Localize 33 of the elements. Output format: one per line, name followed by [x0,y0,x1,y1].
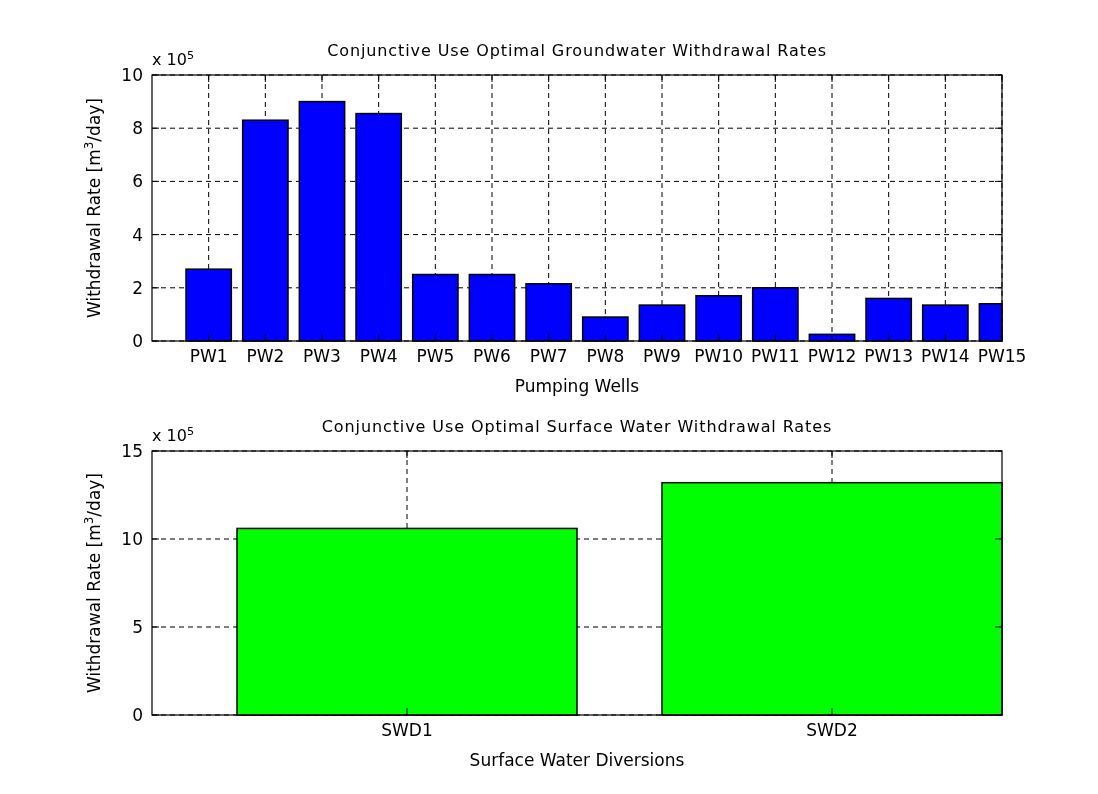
chart-title: Conjunctive Use Optimal Surface Water Withdrawal Rates [321,417,833,436]
x-tick-label: PW1 [189,346,228,366]
x-axis-title: Surface Water Diversions [469,750,685,770]
x-tick-label: SWD2 [806,720,858,740]
x-tick-label: SWD1 [381,720,433,740]
y-tick-label: 5 [132,617,143,637]
x-tick-label: PW14 [920,346,970,366]
x-tick-label: PW10 [694,346,744,366]
x-tick-label: PW15 [977,346,1027,366]
x-tick-label: PW8 [586,346,625,366]
y-tick-label: 10 [121,529,143,549]
x-tick-label: PW4 [359,346,398,366]
x-tick-label: PW9 [643,346,681,366]
y-tick-label: 4 [132,224,143,245]
x-tick-label: PW13 [864,346,914,366]
y-tick-label: 8 [132,118,143,139]
x-tick-label: PW5 [416,346,455,366]
y-tick-label: 0 [132,705,143,725]
y-tick-label: 10 [121,65,143,85]
x-tick-label: PW7 [529,346,568,366]
x-tick-label: PW11 [750,346,800,366]
text: x 10$^{5}$ [152,48,195,69]
y-tick-label: 2 [132,277,143,298]
y-tick-label: 6 [132,171,143,192]
y-tick-label: 15 [121,441,143,461]
x-tick-label: PW2 [246,346,285,366]
x-tick-label: PW3 [303,346,341,366]
x-tick-label: PW6 [473,346,511,366]
x-tick-label: PW12 [807,346,857,366]
x-axis-title: Pumping Wells [514,376,640,396]
y-tick-label: 0 [132,331,143,351]
text: x 10$^{5}$ [152,424,195,445]
chart-title: Conjunctive Use Optimal Groundwater Withdrawal Rates [327,41,827,60]
